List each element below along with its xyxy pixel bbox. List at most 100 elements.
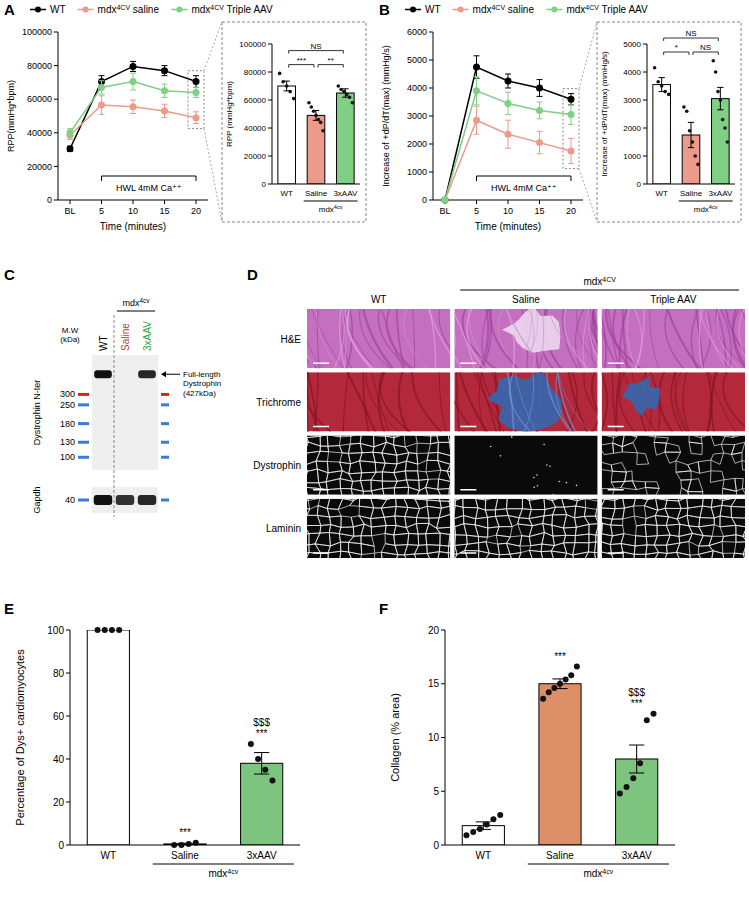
x-axis <box>647 184 735 185</box>
zoom-frame <box>188 71 204 129</box>
point <box>442 197 449 204</box>
bar <box>653 85 671 184</box>
data-point <box>463 832 469 838</box>
data-point <box>307 101 311 105</box>
scale-bar <box>313 552 329 554</box>
tissue-texture <box>307 309 318 368</box>
x-axis-title: Time (minutes) <box>475 221 541 232</box>
error-cap <box>537 96 543 97</box>
zoom-link <box>579 22 597 89</box>
tissue-texture <box>528 309 538 355</box>
tissue-texture <box>675 372 689 431</box>
membrane-stain <box>701 436 711 438</box>
point <box>568 96 575 103</box>
membrane-stain <box>595 515 597 527</box>
x-tick <box>101 200 102 204</box>
membrane-stain <box>307 499 320 501</box>
membrane-stain <box>307 469 319 483</box>
y-tick-label: 100000 <box>239 40 266 49</box>
scale-bar <box>313 426 329 428</box>
text-part: saline <box>505 4 534 15</box>
point <box>505 78 512 85</box>
membrane-stain <box>665 443 681 452</box>
y-tick <box>268 184 272 185</box>
data-point <box>336 84 340 88</box>
significance-bracket <box>289 51 344 54</box>
column-label: Triple AAV <box>650 294 696 305</box>
membrane-stain <box>709 536 724 545</box>
membrane-stain <box>427 452 438 460</box>
mw-marker <box>78 441 89 444</box>
y-tick <box>429 172 433 173</box>
bars <box>653 78 729 184</box>
membrane-stain <box>613 443 623 453</box>
data-point <box>285 84 289 88</box>
significance-bracket <box>289 65 314 68</box>
membrane-stain <box>416 436 431 444</box>
tissue-texture <box>542 309 544 355</box>
data-point <box>714 70 718 74</box>
data-point <box>546 689 552 695</box>
tissue-texture <box>469 309 493 368</box>
x-tick-label: 5 <box>474 206 479 216</box>
tissue-texture <box>439 372 447 431</box>
error-cap <box>474 134 480 135</box>
panel-letter: A <box>4 1 15 18</box>
y-tick <box>441 630 445 631</box>
error-cap <box>130 100 136 101</box>
bar-panel: E020406080100Percentage of Dys+ cardiomy… <box>4 600 300 879</box>
membrane-stain <box>381 506 396 517</box>
membrane-stain <box>646 487 660 494</box>
mw-label: 130 <box>60 437 75 447</box>
membrane-stain <box>495 516 512 527</box>
mw-label: 300 <box>60 389 75 399</box>
point <box>505 100 512 107</box>
mw-marker <box>161 393 169 396</box>
y-tick <box>441 737 445 738</box>
membrane-stain <box>602 462 613 471</box>
error-cap <box>505 114 511 115</box>
membrane-stain <box>723 478 737 491</box>
error-cap <box>688 122 694 123</box>
x-tick-label: WT <box>655 189 668 198</box>
y-tick-label: 80000 <box>244 68 267 77</box>
series-group <box>67 61 200 152</box>
data-point <box>351 101 355 105</box>
point <box>473 87 480 94</box>
tissue-texture <box>458 372 490 431</box>
data-point <box>688 129 692 133</box>
membrane-stain <box>563 527 576 535</box>
y-tick <box>643 128 647 129</box>
data-point <box>281 80 285 84</box>
membrane-stain <box>429 442 439 453</box>
micrograph <box>454 499 597 558</box>
speck <box>552 494 554 495</box>
error-cap <box>162 104 168 105</box>
x-tick-label: BL <box>439 206 450 216</box>
membrane-stain <box>455 535 468 546</box>
group-label: mdx4cv <box>583 868 613 880</box>
membrane-stain <box>440 533 450 546</box>
tissue-texture <box>309 309 346 368</box>
point <box>536 85 543 92</box>
membrane-stain <box>374 436 387 447</box>
membrane-stain <box>575 534 589 543</box>
membrane-stain <box>307 451 320 465</box>
error-cap <box>568 138 574 139</box>
membrane-stain <box>350 499 360 506</box>
x-tick-label: Saline <box>680 189 703 198</box>
data-point <box>255 756 261 762</box>
tissue-texture <box>650 309 661 368</box>
membrane-stain <box>405 443 417 453</box>
text-part: 4CV <box>210 4 224 11</box>
bar <box>278 86 296 184</box>
background <box>0 0 749 900</box>
bar <box>241 763 283 845</box>
series-line <box>445 91 571 200</box>
membrane-stain <box>326 479 340 490</box>
x-tick-label: BL <box>64 206 75 216</box>
data-point <box>95 627 101 633</box>
data-point <box>644 717 650 723</box>
tissue-texture <box>602 309 620 368</box>
membrane-stain <box>529 499 545 510</box>
